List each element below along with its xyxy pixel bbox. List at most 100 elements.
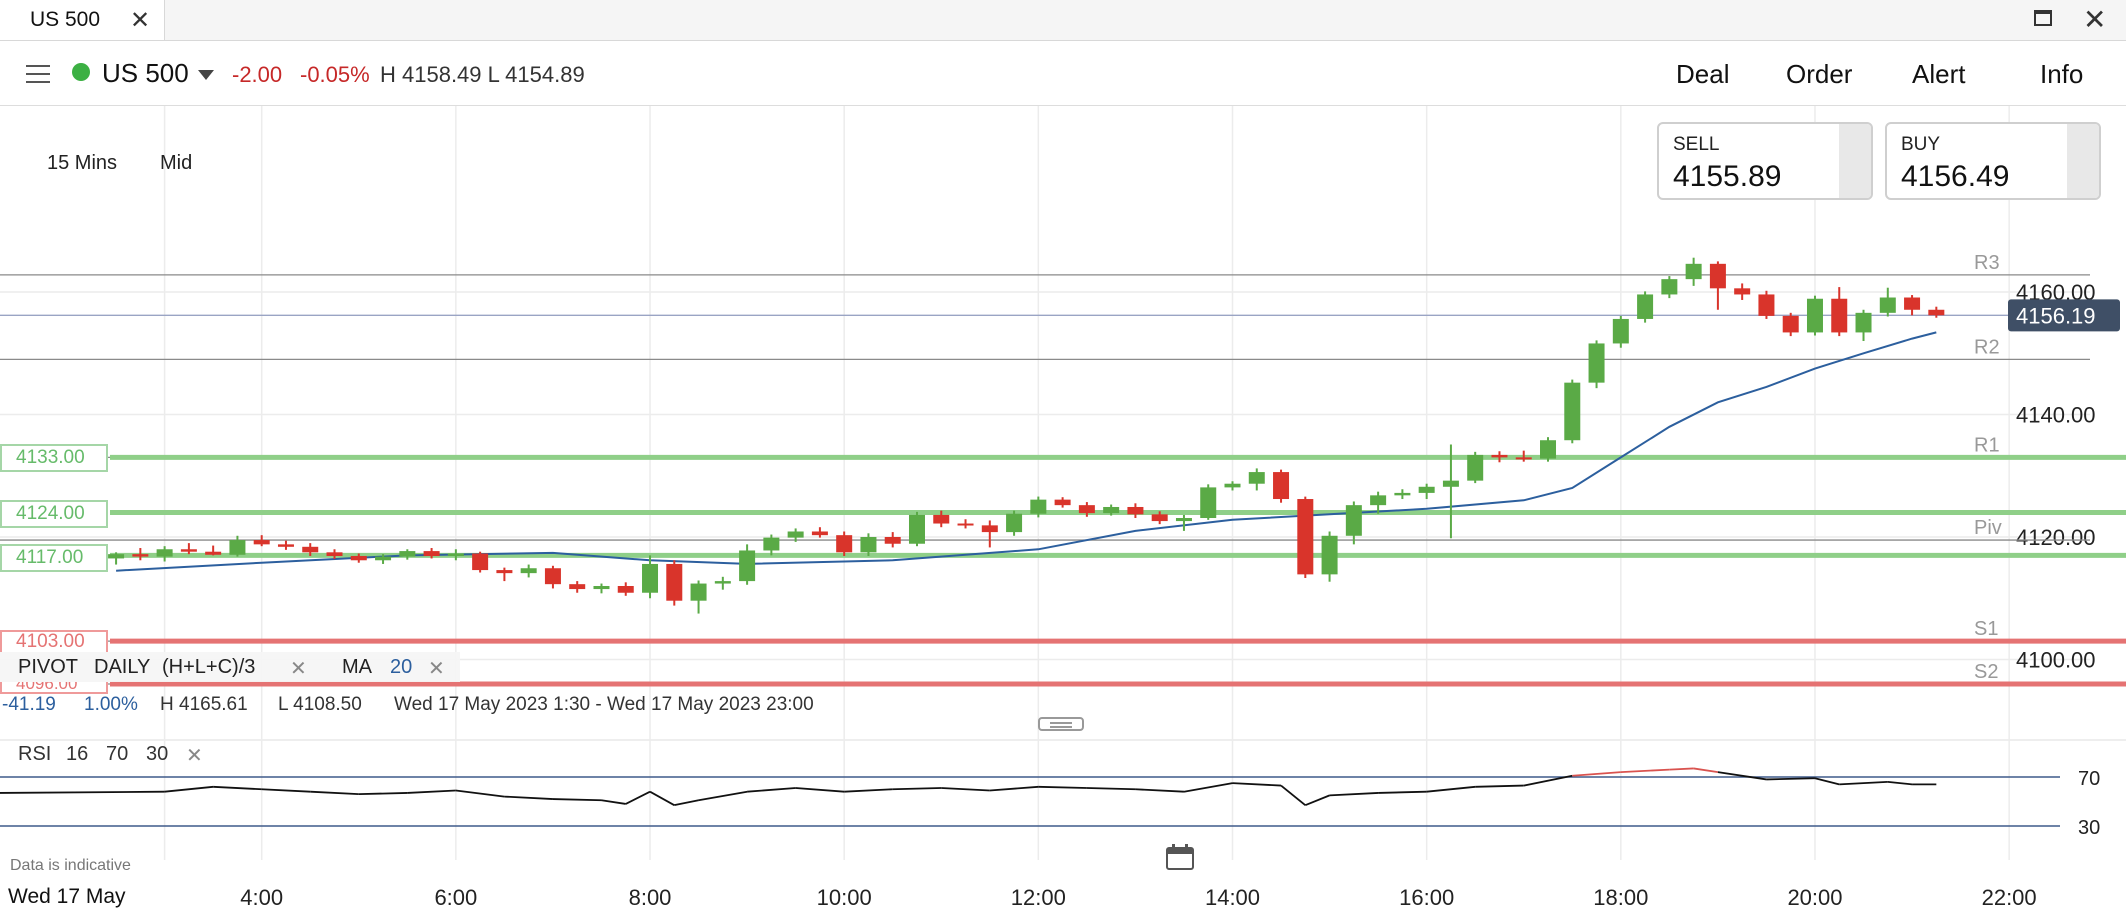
- price-type-selector[interactable]: Mid: [160, 152, 193, 174]
- candle-down: [1297, 499, 1314, 575]
- hamburger-menu-icon[interactable]: [26, 65, 50, 83]
- pivot-line-label: R3: [1974, 252, 2000, 274]
- market-open-status-icon: [72, 63, 90, 81]
- pivot-line-label: R2: [1974, 336, 2000, 358]
- calendar-icon[interactable]: [1166, 844, 1194, 870]
- rsi-line-segment: [261, 788, 311, 793]
- instrument-name[interactable]: US 500: [102, 58, 189, 88]
- candle-up: [229, 540, 246, 555]
- candle-down: [302, 546, 319, 553]
- candle-down: [836, 535, 853, 553]
- candle-down: [496, 570, 513, 574]
- rsi-axis-label: 70: [2078, 768, 2100, 790]
- candle-down: [350, 555, 367, 561]
- pivot-period[interactable]: DAILY: [94, 656, 151, 678]
- candle-up: [375, 556, 392, 561]
- maximize-icon[interactable]: [2034, 10, 2052, 26]
- support-level-label[interactable]: 4133.00: [0, 444, 108, 472]
- candle-down: [205, 551, 222, 555]
- rsi-line-segment: [844, 788, 893, 793]
- candle-down: [1273, 472, 1290, 500]
- candle-down: [1734, 288, 1751, 295]
- candle-down: [884, 537, 901, 544]
- resistance-level-label[interactable]: 4096.00: [0, 682, 108, 694]
- rsi-period[interactable]: 16: [66, 743, 89, 765]
- window-close-icon[interactable]: ✕: [2083, 4, 2107, 35]
- candle-up: [1224, 483, 1241, 488]
- candle-down: [1831, 298, 1848, 333]
- info-button[interactable]: Info: [2040, 59, 2084, 89]
- alert-button[interactable]: Alert: [1912, 59, 1966, 89]
- candle-up: [1879, 297, 1896, 313]
- instrument-header: US 500 -2.00 -0.05% H 4158.49 L 4154.89 …: [0, 41, 2126, 106]
- rsi-line-segment: [1887, 781, 1913, 786]
- pivot-line-label: R1: [1974, 434, 2000, 456]
- tab-close-icon[interactable]: ✕: [130, 7, 151, 34]
- candle-down: [1078, 505, 1095, 514]
- rsi-line-segment: [674, 799, 699, 807]
- price-change-percent: -0.05%: [300, 62, 370, 87]
- candle-down: [666, 563, 683, 601]
- range-span: Wed 17 May 2023 1:30 - Wed 17 May 2023 2…: [394, 694, 814, 715]
- rsi-label[interactable]: RSI: [18, 743, 52, 765]
- rsi-line-segment: [1038, 785, 1087, 789]
- candle-down: [981, 525, 998, 533]
- candle-up: [1661, 279, 1678, 295]
- rsi-line-segment: [358, 792, 408, 796]
- x-axis-tick-label: 16:00: [1399, 885, 1454, 910]
- remove-rsi-close-icon[interactable]: ✕: [186, 745, 203, 767]
- order-button[interactable]: Order: [1786, 59, 1853, 89]
- candle-up: [399, 551, 416, 557]
- price-change: -2.00: [232, 62, 283, 87]
- x-axis-tick-label: 6:00: [434, 885, 477, 910]
- support-level-label[interactable]: 4117.00: [0, 544, 108, 572]
- tab-us500[interactable]: US 500 ✕: [0, 0, 165, 40]
- buy-button[interactable]: BUY 4156.49: [1885, 122, 2101, 200]
- candle-up: [642, 563, 659, 593]
- rsi-line-segment: [1183, 782, 1233, 793]
- price-axis-tick-label: 4140.00: [2016, 403, 2096, 428]
- range-change: -41.19: [2, 694, 56, 715]
- candle-down: [617, 586, 634, 593]
- indicator-bar: PIVOT DAILY (H+L+C)/3 ✕ MA 20 ✕: [0, 652, 460, 682]
- candle-down: [569, 584, 586, 590]
- candle-down: [1709, 263, 1726, 289]
- rsi-line-segment: [698, 790, 748, 802]
- pane-resize-handle[interactable]: [1038, 717, 1084, 731]
- remove-ma-close-icon[interactable]: ✕: [428, 658, 445, 680]
- rsi-line-segment: [213, 785, 262, 791]
- candle-down: [1928, 309, 1945, 316]
- rsi-line-segment: [310, 790, 359, 796]
- pivot-indicator-label[interactable]: PIVOT: [18, 656, 79, 678]
- ma-indicator-label[interactable]: MA: [342, 656, 372, 678]
- deal-button[interactable]: Deal: [1676, 59, 1730, 89]
- range-low: L 4108.50: [278, 694, 362, 715]
- ma-period[interactable]: 20: [390, 656, 413, 678]
- rsi-line-segment: [649, 790, 675, 806]
- candle-down: [180, 549, 197, 552]
- candle-up: [739, 550, 756, 582]
- candle-up: [860, 537, 877, 553]
- rsi-line-segment: [164, 785, 214, 793]
- resistance-level-label[interactable]: 4103.00: [0, 630, 108, 652]
- sell-button[interactable]: SELL 4155.89: [1657, 122, 1873, 200]
- range-change-percent: 1.00%: [84, 694, 138, 715]
- price-axis-tick-label: 4120.00: [2016, 525, 2096, 550]
- candle-up: [447, 553, 464, 556]
- candle-up: [1030, 499, 1047, 514]
- interval-selector[interactable]: 15 Mins: [47, 152, 118, 174]
- rsi-line-segment: [601, 799, 626, 805]
- rsi-lower[interactable]: 30: [146, 743, 169, 765]
- instrument-dropdown-caret-icon[interactable]: [198, 70, 214, 80]
- candle-up: [1394, 492, 1411, 496]
- support-level-label[interactable]: 4124.00: [0, 500, 108, 528]
- x-axis-date: Wed 17 May: [8, 885, 126, 908]
- rsi-upper[interactable]: 70: [106, 743, 129, 765]
- remove-pivot-close-icon[interactable]: ✕: [290, 658, 307, 680]
- candle-up: [1418, 486, 1435, 493]
- rsi-line-segment: [1426, 785, 1476, 793]
- candle-down: [423, 551, 440, 556]
- pivot-formula[interactable]: (H+L+C)/3: [162, 656, 256, 678]
- candle-down: [1491, 454, 1508, 458]
